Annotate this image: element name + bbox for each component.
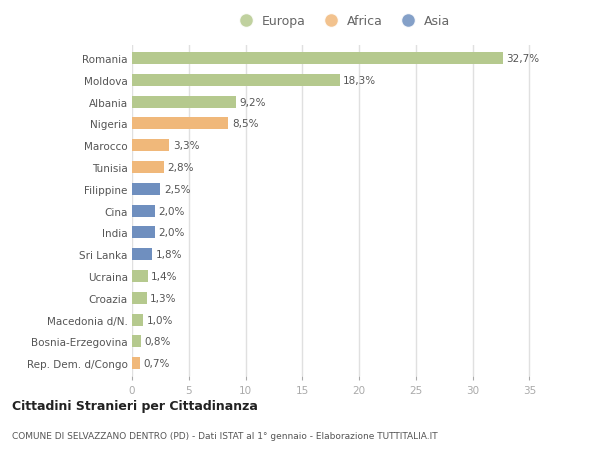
Text: 8,5%: 8,5% xyxy=(232,119,259,129)
Text: 18,3%: 18,3% xyxy=(343,76,376,86)
Legend: Europa, Africa, Asia: Europa, Africa, Asia xyxy=(229,10,455,33)
Text: 2,0%: 2,0% xyxy=(158,228,184,238)
Bar xyxy=(132,96,236,108)
Text: 32,7%: 32,7% xyxy=(506,54,540,64)
Bar xyxy=(132,292,147,304)
Bar xyxy=(132,184,160,196)
Text: 1,0%: 1,0% xyxy=(147,315,173,325)
Bar xyxy=(132,205,155,217)
Text: 1,8%: 1,8% xyxy=(156,250,182,260)
Bar xyxy=(132,140,169,152)
Bar xyxy=(132,249,152,261)
Text: 2,8%: 2,8% xyxy=(167,162,194,173)
Bar xyxy=(132,270,148,282)
Bar xyxy=(132,314,143,326)
Bar xyxy=(132,53,503,65)
Bar xyxy=(132,75,340,87)
Text: 2,5%: 2,5% xyxy=(164,185,190,195)
Bar xyxy=(132,227,155,239)
Text: 3,3%: 3,3% xyxy=(173,141,199,151)
Bar xyxy=(132,162,164,174)
Bar xyxy=(132,336,141,347)
Bar xyxy=(132,118,229,130)
Bar xyxy=(132,358,140,369)
Text: Cittadini Stranieri per Cittadinanza: Cittadini Stranieri per Cittadinanza xyxy=(12,399,258,412)
Text: 0,8%: 0,8% xyxy=(145,336,171,347)
Text: 1,4%: 1,4% xyxy=(151,271,178,281)
Text: 2,0%: 2,0% xyxy=(158,206,184,216)
Text: 1,3%: 1,3% xyxy=(150,293,176,303)
Text: 0,7%: 0,7% xyxy=(143,358,170,368)
Text: COMUNE DI SELVAZZANO DENTRO (PD) - Dati ISTAT al 1° gennaio - Elaborazione TUTTI: COMUNE DI SELVAZZANO DENTRO (PD) - Dati … xyxy=(12,431,437,441)
Text: 9,2%: 9,2% xyxy=(240,97,266,107)
